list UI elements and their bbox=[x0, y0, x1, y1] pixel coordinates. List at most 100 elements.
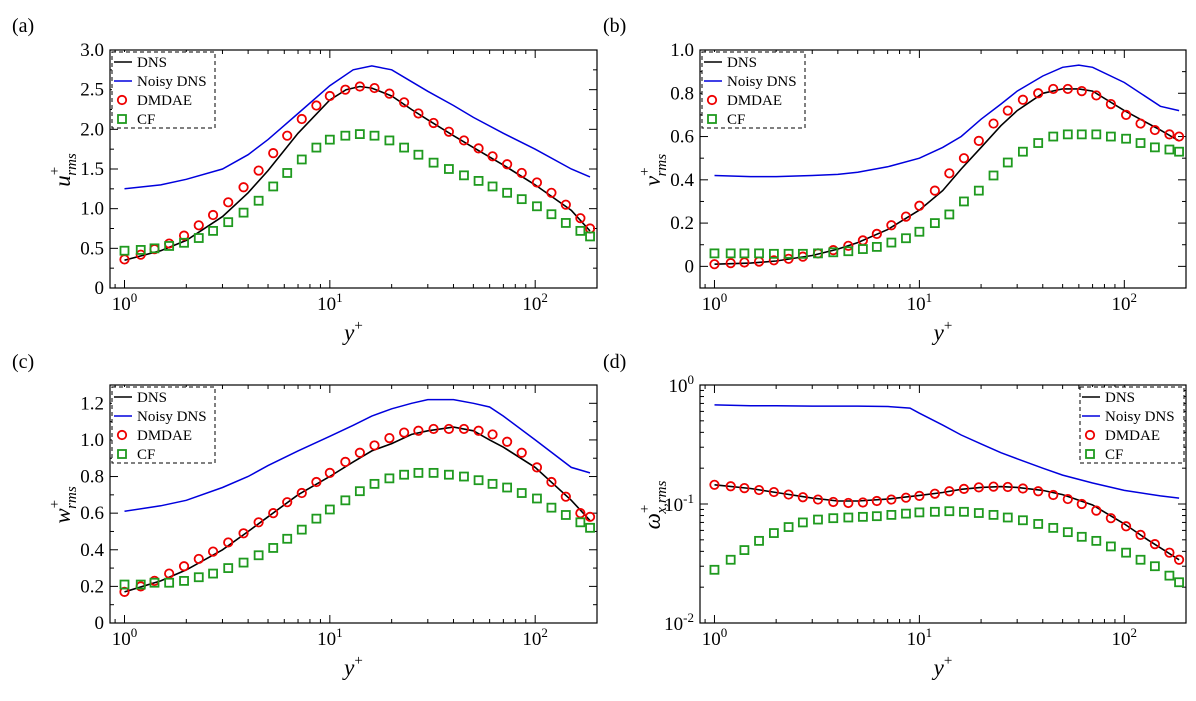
panel-d-series-cf-point bbox=[709, 564, 720, 575]
panel-d-series-dmdae-point bbox=[1105, 513, 1116, 524]
panel-a-series-cf-point bbox=[340, 130, 351, 141]
panel-d-legend-dns-label: DNS bbox=[1105, 390, 1135, 406]
panel-a-legend-dns-label: DNS bbox=[137, 55, 167, 71]
panel-a-series-dmdae-point bbox=[193, 220, 204, 231]
panel-c-series-cf-point bbox=[443, 469, 454, 480]
panel-c-series-dmdae-point bbox=[324, 467, 335, 478]
panel-c-series-dmdae-point bbox=[223, 537, 234, 548]
panel-b-series-dmdae-point bbox=[1002, 105, 1013, 116]
panel-b-series-cf-point bbox=[1048, 131, 1059, 142]
panel-c-series-cf-point bbox=[546, 502, 557, 513]
panel-b-series-dmdae-point bbox=[1135, 118, 1146, 129]
panel-c-data bbox=[119, 398, 596, 597]
panel-d-series-cf-point bbox=[828, 513, 839, 524]
panel-c-xlabel-main: y bbox=[342, 655, 355, 680]
panel-d-series-dmdae-point bbox=[944, 486, 955, 497]
panel-b-series-dmdae-point bbox=[973, 135, 984, 146]
panel-a-series-cf-point bbox=[268, 181, 279, 192]
panel-d-label: (d) bbox=[603, 351, 626, 373]
panel-d-series-dmdae-point bbox=[1173, 554, 1185, 565]
panel-c-series-dmdae-point bbox=[238, 528, 249, 539]
panel-d-series-cf-point bbox=[1121, 547, 1131, 558]
panel-d-series-dmdae-point bbox=[988, 481, 999, 492]
panel-b-series-cf-point bbox=[1062, 129, 1073, 140]
panel-c-legend-noisy-dns-label: Noisy DNS bbox=[137, 409, 207, 425]
panel-a-series-dmdae-point bbox=[399, 97, 410, 108]
panel-c-ylabel: w+rms bbox=[47, 486, 80, 523]
panel-c-series-dmdae-point bbox=[178, 561, 190, 572]
panel-a-series-cf-point bbox=[473, 175, 484, 186]
panel-a-series-dmdae-point bbox=[340, 84, 351, 95]
panel-d-ylabel-sub: x,rms bbox=[654, 481, 670, 515]
panel-c-series-cf-point bbox=[149, 577, 160, 588]
panel-a-ylabel-sup: + bbox=[47, 167, 63, 175]
panel-c-legend-dns-label: DNS bbox=[137, 390, 167, 406]
panel-b-legend-cf-label: CF bbox=[727, 112, 745, 128]
panel-b-series-cf-point bbox=[886, 237, 897, 248]
panel-d-legend-cf-label: CF bbox=[1105, 447, 1123, 463]
panel-a-series-cf-point bbox=[324, 134, 335, 145]
panel-c-series-dmdae-point bbox=[354, 447, 365, 458]
panel-d-series-cf-point bbox=[813, 514, 823, 525]
panel-c-legend-box bbox=[111, 386, 216, 464]
panel-a-series-cf-point bbox=[428, 157, 439, 168]
panel-d-series-dmdae-point bbox=[1048, 489, 1059, 501]
panel-a-y-tick-label: 2.0 bbox=[80, 119, 104, 140]
panel-d-series-cf-point bbox=[1033, 519, 1044, 529]
panel-c-frame bbox=[109, 384, 598, 624]
panel-a-series-dmdae-point bbox=[560, 199, 571, 210]
panel-d-legend: DNS Noisy DNS DMDAE CF bbox=[1079, 386, 1185, 464]
panel-b-series-dmdae-point bbox=[886, 220, 897, 231]
panel-b-series-cf-point bbox=[901, 233, 911, 244]
panel-a-x-tick-base: 10 bbox=[317, 294, 336, 315]
panel-b-series-cf-point bbox=[1002, 157, 1013, 168]
panel-c-series-dmdae-point bbox=[531, 462, 543, 473]
panel-b-series-cf-point bbox=[1135, 138, 1146, 148]
panel-a-series-cf-point bbox=[282, 168, 293, 178]
panel-a-series-cf-point bbox=[238, 207, 249, 218]
panel-c-series-dmdae-point bbox=[428, 423, 439, 435]
panel-d-series-dmdae-point bbox=[1149, 539, 1160, 550]
panel-d-series-cf-point bbox=[871, 511, 882, 522]
panel-d-series-cf-point bbox=[1174, 577, 1184, 588]
panel-c-series-cf-point bbox=[135, 579, 146, 590]
panel-b-legend-cf-swatch bbox=[707, 114, 717, 124]
panel-c-series-dmdae-point bbox=[164, 568, 175, 579]
panel-a-x-tick-exp: 2 bbox=[541, 290, 548, 305]
panel-c-x-tick-exp: 0 bbox=[131, 625, 138, 640]
panel-b-series-noisy-dns-line bbox=[714, 64, 1180, 178]
panel-a-series-dmdae-point bbox=[473, 143, 484, 154]
panel-d-series-cf-point bbox=[901, 508, 911, 519]
panel-a-y-tick-label: 2.5 bbox=[80, 80, 104, 101]
panel-d-y-tick-label: 10-1 bbox=[664, 491, 694, 516]
panel-c-y-tick-label: 0.8 bbox=[80, 467, 104, 488]
panel-c-series-cf-point bbox=[282, 533, 293, 544]
panel-b-y-tick-label: 0.8 bbox=[670, 83, 694, 104]
panel-a-series-noisy-dns-line bbox=[124, 65, 591, 190]
panel-c-series-dmdae-point bbox=[399, 427, 410, 438]
panel-a-xlabel-sup: + bbox=[354, 318, 362, 334]
panel-c-series-cf-point bbox=[164, 577, 175, 588]
panel-d-series-cf-point bbox=[797, 517, 808, 528]
panel-b-series-cf-point bbox=[1105, 131, 1116, 142]
panel-d-series-cf-point bbox=[739, 545, 750, 555]
panel-b-series-cf-point bbox=[783, 248, 794, 259]
panel-d-x-tick-label: 100 bbox=[702, 625, 728, 650]
panel-a-series-dmdae-point bbox=[369, 82, 380, 94]
panel-b-series-cf-point bbox=[1076, 129, 1087, 140]
panel-c-y-tick-label: 0.2 bbox=[80, 576, 104, 597]
panel-d-y-tick-exp: -1 bbox=[683, 491, 694, 506]
panel-c-y-tick-label: 1.0 bbox=[80, 430, 104, 451]
panel-a-series-dmdae-point bbox=[268, 148, 279, 159]
panel-d-series-dmdae-point bbox=[1091, 505, 1102, 516]
panel-a-ylabel: u+rms bbox=[47, 153, 80, 187]
panel-b-series-cf-point bbox=[843, 246, 854, 257]
panel-b-series-dmdae-point bbox=[1149, 124, 1160, 136]
panel-d-series-dmdae-point bbox=[1120, 521, 1132, 532]
panel-c-series-cf-point bbox=[384, 473, 395, 484]
panel-b-series-dmdae-point bbox=[1076, 86, 1087, 97]
panel-d-series-dmdae-point bbox=[828, 496, 839, 508]
